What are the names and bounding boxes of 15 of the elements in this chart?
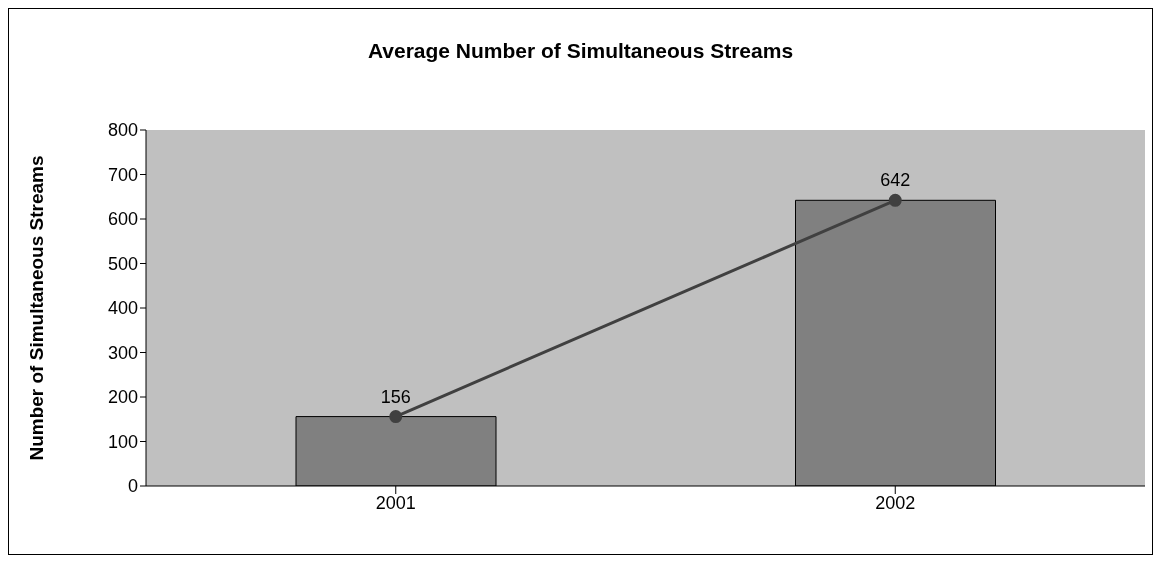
y-tick-label: 0 [127,476,138,497]
y-tick-label: 100 [107,431,138,452]
y-tick-label: 300 [107,342,138,363]
x-tick-label: 2002 [875,492,916,513]
y-tick-label: 800 [107,120,138,141]
data-label: 156 [380,386,411,407]
y-tick-label: 200 [107,387,138,408]
data-label: 642 [880,170,911,191]
y-axis-title: Number of Simultaneous Streams [25,155,47,461]
x-tick-label: 2001 [375,492,416,513]
y-tick-label: 500 [107,253,138,274]
y-tick-label: 700 [107,164,138,185]
y-tick-label: 400 [107,298,138,319]
y-tick-label: 600 [107,209,138,230]
chart-title: Average Number of Simultaneous Streams [366,39,795,63]
